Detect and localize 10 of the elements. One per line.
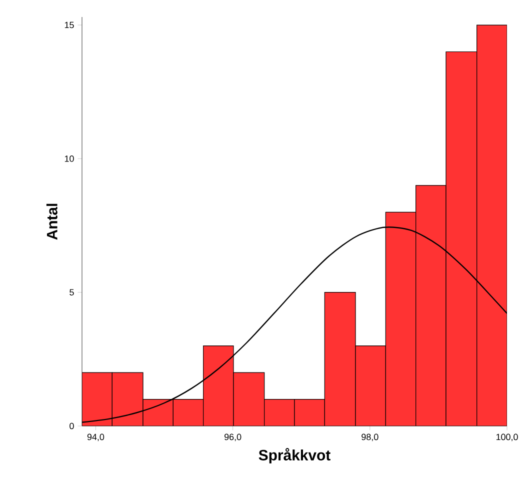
x-axis-title: Språkkvot <box>258 448 330 464</box>
y-tick-label: 15 <box>64 22 74 28</box>
y-tick-label: 5 <box>70 289 74 296</box>
x-tick-label: 98,0 <box>362 434 378 442</box>
x-tick-label: 94,0 <box>87 434 104 442</box>
y-axis-title: Antal <box>46 204 58 240</box>
x-tick-label: 100,0 <box>496 434 518 442</box>
y-tick-label: 0 <box>70 422 74 430</box>
y-tick-label: 10 <box>64 155 74 162</box>
x-tick-label: 96,0 <box>224 434 242 442</box>
